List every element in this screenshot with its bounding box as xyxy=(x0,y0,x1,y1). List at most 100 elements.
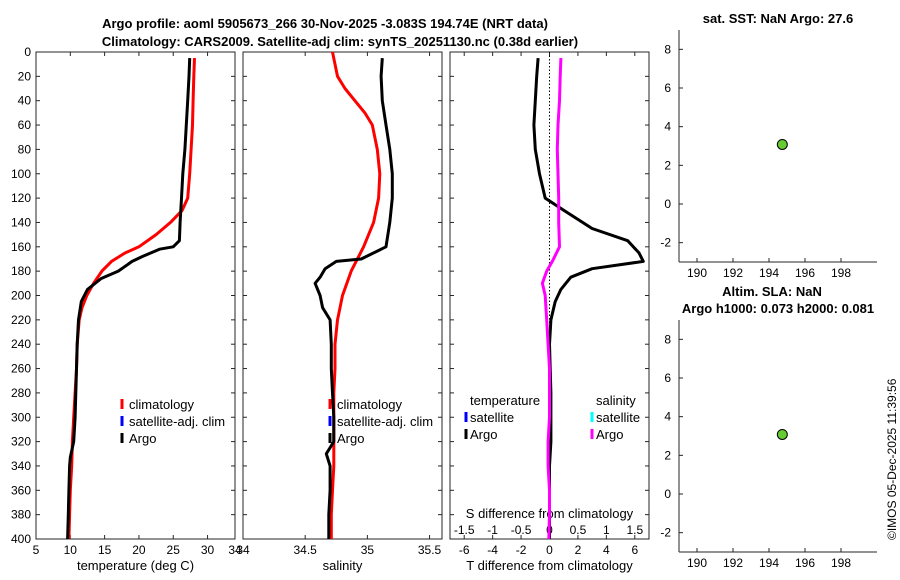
sst-point xyxy=(776,138,788,150)
depth-tick-label: 140 xyxy=(11,215,31,229)
temperature-xtick-label: 25 xyxy=(167,543,181,557)
title-line-1: Argo profile: aoml 5905673_266 30-Nov-20… xyxy=(102,16,548,31)
temperature-xtick-label: 20 xyxy=(132,543,146,557)
depth-tick-label: 100 xyxy=(11,167,31,181)
diff-legend-sal-label: Argo xyxy=(596,427,623,442)
depth-tick-label: 340 xyxy=(11,459,31,473)
sdiff-tick-label: 1.5 xyxy=(626,523,643,537)
difference-xtick-label: -4 xyxy=(487,543,498,557)
title-line-2: Climatology: CARS2009. Satellite-adj cli… xyxy=(102,34,578,49)
sdiff-tick-label: 1 xyxy=(603,523,610,537)
difference-xtick-label: 4 xyxy=(603,543,610,557)
temperature-xtick-label: 34 xyxy=(228,543,242,557)
salinity-xtick-label: 35 xyxy=(361,543,375,557)
depth-tick-label: 60 xyxy=(18,118,32,132)
sla-xtick-label: 196 xyxy=(795,556,815,570)
sst-xtick-label: 190 xyxy=(687,266,707,280)
salinity-panel: 34 34.5 35 35.5 salinity climatology satellite… xyxy=(236,51,443,573)
sst-xtick-label: 194 xyxy=(759,266,779,280)
diff-legend-sal-title: salinity xyxy=(596,393,636,408)
temperature-line-argo xyxy=(66,58,192,540)
difference-xtick-label: 6 xyxy=(631,543,638,557)
salinity-xtick-label: 35.5 xyxy=(418,543,442,557)
depth-tick-label: 160 xyxy=(11,240,31,254)
difference-xtick-label: 0 xyxy=(546,543,553,557)
difference-panel: -6 -4 -2 0 2 4 6T difference from climatologyS… xyxy=(449,51,650,573)
temperature-xtick-label: 10 xyxy=(64,543,78,557)
diff-legend-temp-label: Argo xyxy=(470,427,497,442)
salinity-legend-label: satellite-adj. clim xyxy=(337,414,433,429)
salinity-legend-label: Argo xyxy=(337,431,364,446)
sdiff-tick-label: -1.5 xyxy=(454,523,475,537)
sdiff-tick-label: 0.5 xyxy=(570,523,587,537)
watermark: ©IMOS 05-Dec-2025 11:39:56 xyxy=(885,378,899,540)
sla-title-line-2: Argo h1000: 0.073 h2000: 0.081 xyxy=(682,301,874,316)
depth-tick-label: 0 xyxy=(24,45,31,59)
temperature-legend-label: satellite-adj. clim xyxy=(129,414,225,429)
temperature-legend-label: climatology xyxy=(129,397,195,412)
depth-tick-label: 40 xyxy=(18,94,32,108)
difference-xlabel: T difference from climatology xyxy=(466,558,633,573)
temperature-xtick-label: 5 xyxy=(33,543,40,557)
salinity-xlabel: salinity xyxy=(323,558,363,573)
sla-panel: -2 0 2 4 6 8 190 192 194 196 198 Altim. SLA: NaN Arg… xyxy=(660,284,877,570)
temperature-xtick-label: 30 xyxy=(201,543,215,557)
sst-xtick-label: 192 xyxy=(723,266,743,280)
depth-tick-label: 320 xyxy=(11,435,31,449)
depth-tick-label: 180 xyxy=(11,264,31,278)
sla-point xyxy=(776,428,788,440)
sla-ytick-label: 6 xyxy=(664,371,671,385)
difference-line-s-difference-argo xyxy=(540,58,563,540)
sla-ytick-label: 8 xyxy=(664,332,671,346)
depth-tick-label: 120 xyxy=(11,191,31,205)
sst-ytick-label: -2 xyxy=(660,236,671,250)
sst-xtick-label: 196 xyxy=(795,266,815,280)
sla-xtick-label: 192 xyxy=(723,556,743,570)
depth-tick-label: 220 xyxy=(11,313,31,327)
sst-ytick-label: 8 xyxy=(664,42,671,56)
diff-legend-temp-label: satellite xyxy=(470,410,514,425)
depth-tick-label: 240 xyxy=(11,337,31,351)
depth-tick-label: 300 xyxy=(11,410,31,424)
sla-xtick-label: 198 xyxy=(831,556,851,570)
depth-tick-label: 200 xyxy=(11,289,31,303)
temperature-legend-label: Argo xyxy=(129,431,156,446)
sst-panel: -2 0 2 4 6 8 190 192 194 196 198 sat. SST: NaN Argo… xyxy=(660,11,877,280)
depth-tick-label: 80 xyxy=(18,142,32,156)
temperature-xtick-label: 15 xyxy=(98,543,112,557)
sla-ytick-label: 2 xyxy=(664,448,671,462)
sdiff-tick-label: -0.5 xyxy=(511,523,532,537)
sla-ytick-label: 4 xyxy=(664,410,671,424)
depth-tick-label: 400 xyxy=(11,532,31,546)
difference-xtick-label: 2 xyxy=(575,543,582,557)
sla-title-line-1: Altim. SLA: NaN xyxy=(722,284,822,299)
sla-ytick-label: -2 xyxy=(660,526,671,540)
salinity-legend-label: climatology xyxy=(337,397,403,412)
salinity-line-argo xyxy=(313,58,394,539)
temperature-axes-box xyxy=(35,51,236,540)
sst-title: sat. SST: NaN Argo: 27.6 xyxy=(703,11,854,26)
sla-xtick-label: 194 xyxy=(759,556,779,570)
depth-tick-label: 280 xyxy=(11,386,31,400)
depth-tick-label: 260 xyxy=(11,362,31,376)
salinity-xtick-label: 34.5 xyxy=(294,543,318,557)
difference-xtick-label: -6 xyxy=(459,543,470,557)
sst-ytick-label: 2 xyxy=(664,158,671,172)
sst-ytick-label: 0 xyxy=(664,197,671,211)
sla-xtick-label: 190 xyxy=(687,556,707,570)
depth-tick-label: 360 xyxy=(11,483,31,497)
sla-ytick-label: 0 xyxy=(664,487,671,501)
sdiff-tick-label: -1 xyxy=(487,523,498,537)
sst-ytick-label: 6 xyxy=(664,81,671,95)
temperature-xlabel: temperature (deg C) xyxy=(77,558,194,573)
difference-xtick-label: -2 xyxy=(516,543,527,557)
diff-legend-sal-label: satellite xyxy=(596,410,640,425)
sst-xtick-label: 198 xyxy=(831,266,851,280)
sst-ytick-label: 4 xyxy=(664,120,671,134)
temperature-panel: 5 10 15 20 25 30 34 temperature (deg C) 0 20 40 60 8… xyxy=(11,45,242,573)
depth-tick-label: 380 xyxy=(11,508,31,522)
salinity-xtick-label: 34 xyxy=(236,543,250,557)
depth-tick-label: 20 xyxy=(18,69,32,83)
diff-legend-temp-title: temperature xyxy=(470,393,540,408)
